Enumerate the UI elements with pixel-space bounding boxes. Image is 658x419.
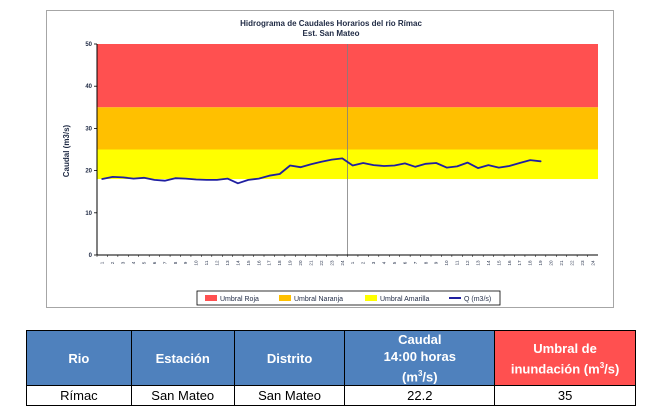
- x-tick-label: 2: [110, 261, 115, 264]
- header-umbral-line1: Umbral de: [533, 340, 597, 356]
- x-tick-label: 8: [423, 261, 428, 264]
- x-tick-label: 15: [496, 260, 501, 266]
- legend-label: Umbral Naranja: [294, 296, 343, 303]
- x-tick-label: 10: [444, 260, 449, 266]
- x-tick-label: 19: [288, 260, 293, 266]
- x-tick-label: 15: [246, 260, 251, 266]
- chart-subtitle: Est. San Mateo: [303, 29, 360, 38]
- x-tick-label: 21: [559, 260, 564, 266]
- x-tick-label: 9: [434, 261, 439, 264]
- x-tick-label: 10: [194, 260, 199, 266]
- header-umbral-unit-start: inundación (m: [510, 360, 600, 376]
- header-rio: Rio: [26, 329, 132, 387]
- x-tick-label: 22: [319, 260, 324, 266]
- table-header-row: Rio Estación Distrito Caudal 14:00 horas…: [26, 329, 636, 387]
- cell-rio: Rímac: [26, 385, 132, 407]
- header-caudal: Caudal 14:00 horas (m3/s): [344, 329, 496, 387]
- header-umbral-unit-end: /s): [604, 360, 620, 376]
- header-umbral: Umbral de inundación (m3/s): [494, 329, 636, 387]
- x-tick-label: 7: [413, 261, 418, 264]
- table-row: Rímac San Mateo San Mateo 22.2 35: [26, 385, 636, 407]
- header-caudal-unit-start: (m: [402, 369, 418, 385]
- x-tick-label: 5: [141, 261, 146, 264]
- x-tick-label: 8: [173, 261, 178, 264]
- y-tick-label: 10: [85, 211, 92, 217]
- x-tick-label: 17: [267, 260, 272, 266]
- legend-swatch: [365, 295, 377, 301]
- x-tick-label: 11: [455, 260, 460, 265]
- x-tick-label: 2: [361, 261, 366, 264]
- legend-swatch: [205, 295, 217, 301]
- x-tick-label: 24: [590, 260, 595, 266]
- x-tick-label: 3: [121, 261, 126, 264]
- series-line-q: [101, 157, 542, 185]
- x-tick-label: 23: [580, 260, 585, 266]
- x-tick-label: 21: [308, 260, 313, 266]
- header-caudal-line3: (m3/s): [349, 365, 490, 385]
- y-tick-label: 0: [89, 253, 93, 259]
- cell-distrito: San Mateo: [233, 385, 346, 407]
- legend-swatch: [279, 295, 291, 301]
- header-caudal-unit-sup: 3: [417, 369, 423, 378]
- summary-table: Rio Estación Distrito Caudal 14:00 horas…: [26, 329, 636, 407]
- x-tick-label: 6: [402, 261, 407, 264]
- chart-title: Hidrograma de Caudales Horarios del rio …: [240, 19, 422, 28]
- hydrograph-chart: Hidrograma de Caudales Horarios del rio …: [62, 19, 598, 306]
- x-tick-label: 20: [549, 260, 554, 266]
- x-tick-label: 18: [277, 260, 282, 266]
- x-tick-label: 13: [225, 260, 230, 266]
- x-tick-label: 16: [256, 260, 261, 266]
- series-lines: [101, 157, 542, 185]
- header-caudal-line1: Caudal: [398, 332, 442, 347]
- x-tick-label: 16: [507, 260, 512, 266]
- header-distrito: Distrito: [233, 329, 346, 387]
- legend: Umbral Roja Umbral Naranja Umbral Amarilla…: [196, 290, 501, 306]
- x-tick-label: 11: [204, 260, 209, 265]
- x-tick-label: 13: [475, 260, 480, 266]
- x-tick-label: 20: [298, 260, 303, 266]
- x-tick-label: 7: [162, 261, 167, 264]
- x-tick-label: 14: [486, 260, 491, 266]
- x-tick-label: 4: [382, 261, 387, 264]
- x-tick-label: 19: [538, 260, 543, 266]
- x-tick-label: 3: [371, 261, 376, 264]
- legend-box: [196, 290, 501, 306]
- x-tick-label: 6: [152, 261, 157, 264]
- x-tick-label: 14: [235, 260, 240, 266]
- x-tick-label: 1: [100, 261, 105, 264]
- x-tick-label: 17: [517, 260, 522, 266]
- x-tick-label: 24: [340, 260, 345, 266]
- header-estacion: Estación: [130, 329, 235, 387]
- x-tick-label: 18: [528, 260, 533, 266]
- cell-caudal: 22.2: [344, 385, 496, 407]
- header-caudal-line2: 14:00 horas: [383, 349, 456, 364]
- cell-umbral: 35: [494, 385, 636, 407]
- legend-label: Umbral Amarilla: [380, 296, 430, 303]
- y-tick-label: 40: [85, 84, 92, 90]
- y-axis-label: Caudal (m3/s): [62, 124, 71, 177]
- y-tick-label: 20: [85, 169, 92, 175]
- header-caudal-unit-end: /s): [422, 369, 438, 385]
- y-tick-label: 30: [85, 126, 92, 132]
- x-tick-label: 5: [392, 261, 397, 264]
- x-tick-label: 22: [569, 260, 574, 266]
- x-tick-label: 9: [183, 261, 188, 264]
- header-umbral-unit-sup: 3: [599, 360, 605, 370]
- x-tick-label: 4: [131, 261, 136, 264]
- y-tick-label: 50: [85, 42, 92, 48]
- chart-container: Hidrograma de Caudales Horarios del rio …: [46, 10, 614, 308]
- cell-estacion: San Mateo: [130, 385, 235, 407]
- x-tick-label: 1: [350, 261, 355, 264]
- x-tick-label: 23: [329, 260, 334, 266]
- legend-label: Q (m3/s): [464, 296, 491, 303]
- x-tick-label: 12: [465, 260, 470, 266]
- x-tick-label: 12: [215, 260, 220, 266]
- header-umbral-line2: inundación (m3/s): [499, 357, 631, 377]
- legend-label: Umbral Roja: [220, 296, 259, 303]
